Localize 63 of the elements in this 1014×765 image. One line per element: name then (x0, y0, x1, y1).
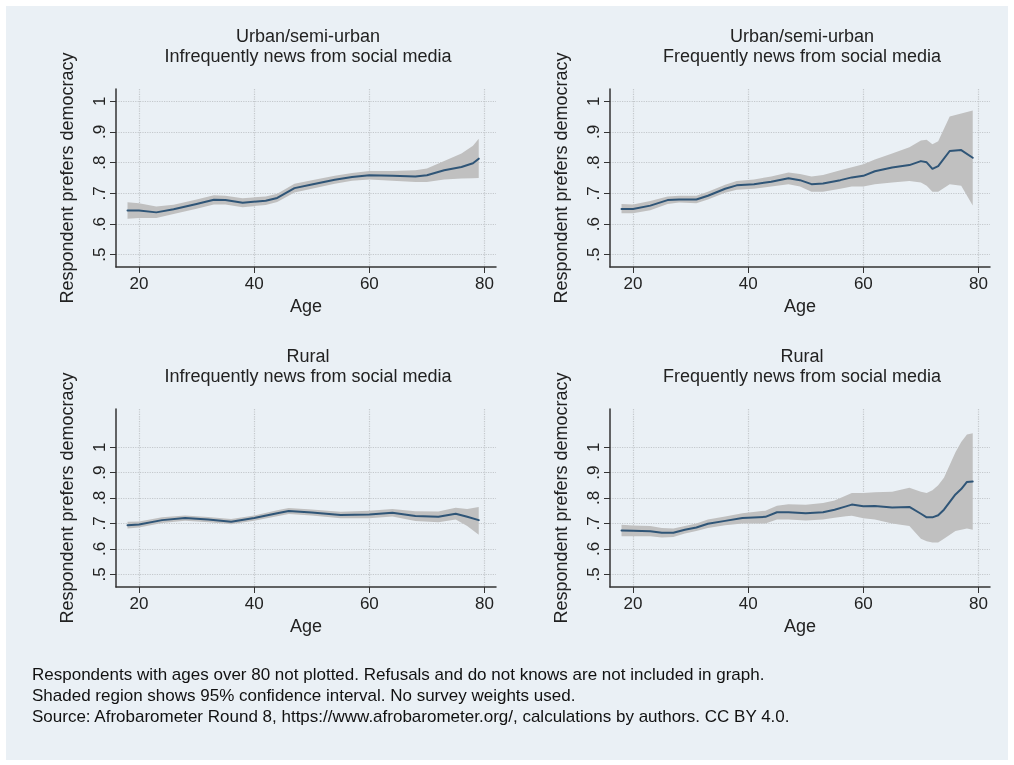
x-tick-label: 60 (359, 594, 379, 613)
text: Shaded region shows 95% confidence interval. No survey weights used. (32, 685, 577, 706)
chart-title: Urban/semi-urban (235, 26, 381, 46)
y-tick-label: .8 (584, 490, 603, 506)
x-tick-label: 80 (475, 594, 494, 613)
chart-subtitle: Frequently news from social media (662, 46, 943, 66)
y-tick-label: .5 (584, 567, 603, 582)
chart-title: Rural (286, 346, 330, 366)
x-tick-label: 20 (623, 594, 643, 613)
y-tick-label: 1 (584, 96, 603, 107)
x-axis-title: Age (289, 296, 323, 316)
y-tick-label: 1 (584, 442, 603, 452)
y-tick-label: .6 (90, 216, 109, 232)
x-tick-label: 60 (853, 594, 873, 613)
y-axis-title: Respondent prefers democracy (551, 52, 571, 304)
line-series (620, 149, 974, 210)
x-tick-label: 40 (738, 594, 758, 613)
x-tick-label: 80 (969, 594, 988, 613)
x-tick-label: 60 (359, 274, 379, 293)
y-tick-label: .7 (90, 516, 109, 531)
text: Respondents with ages over 80 not plotted. Refusals and do not knows are not included in graph. (32, 664, 766, 685)
y-tick-label: .7 (584, 516, 603, 531)
x-tick-label: 60 (853, 274, 873, 293)
y-tick-label: .8 (90, 490, 109, 506)
y-tick-label: .8 (584, 155, 603, 170)
y-axis-title: Respondent prefers democracy (57, 52, 77, 304)
y-tick-label: .9 (584, 124, 603, 140)
x-tick-label: 40 (244, 594, 264, 613)
x-tick-label: 40 (244, 274, 264, 293)
chart-subtitle: Infrequently news from social media (164, 46, 453, 66)
chart-subtitle: Frequently news from social media (662, 366, 943, 386)
x-axis-title: Age (783, 296, 817, 316)
y-tick-label: .9 (90, 465, 109, 480)
y-tick-label: .9 (90, 124, 109, 140)
y-tick-label: .6 (584, 541, 603, 556)
y-tick-label: .5 (584, 247, 603, 262)
y-tick-label: .9 (584, 465, 603, 480)
y-tick-label: .6 (584, 216, 603, 232)
y-tick-label: .8 (90, 155, 109, 170)
y-axis-title: Respondent prefers democracy (57, 372, 77, 624)
x-tick-label: 20 (623, 274, 643, 293)
x-tick-label: 80 (969, 274, 988, 293)
y-tick-label: .7 (584, 186, 603, 201)
chart-title: Urban/semi-urban (729, 26, 875, 46)
x-tick-label: 20 (129, 594, 149, 613)
x-tick-label: 80 (475, 274, 494, 293)
source-note: Source: Afrobarometer Round 8, https://www.afrobarometer.org/, calculations by authors. CC BY 4.0. (32, 706, 790, 727)
chart-title: Rural (780, 346, 824, 366)
y-tick-label: .5 (90, 567, 109, 582)
x-tick-label: 40 (738, 274, 758, 293)
line-series (126, 157, 480, 214)
chart-subtitle: Infrequently news from social media (164, 366, 453, 386)
y-tick-label: 1 (90, 96, 109, 107)
x-axis-title: Age (783, 616, 817, 636)
y-tick-label: .7 (90, 186, 109, 201)
y-tick-label: 1 (90, 442, 109, 452)
x-tick-label: 20 (129, 274, 149, 293)
x-axis-title: Age (289, 616, 323, 636)
y-tick-label: .5 (90, 247, 109, 262)
y-axis-title: Respondent prefers democracy (551, 372, 571, 624)
y-tick-label: .6 (90, 541, 109, 556)
line-series (126, 509, 480, 527)
line-series (620, 480, 974, 534)
